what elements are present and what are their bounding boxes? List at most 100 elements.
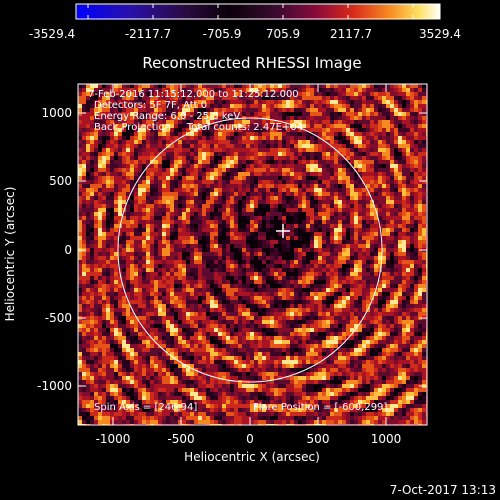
heatmap-cell	[418, 244, 422, 248]
heatmap-cell	[342, 256, 346, 260]
heatmap-cell	[206, 256, 210, 260]
heatmap-cell	[286, 240, 290, 244]
heatmap-cell	[198, 224, 202, 228]
heatmap-cell	[94, 232, 98, 236]
heatmap-cell	[374, 180, 378, 184]
heatmap-cell	[202, 288, 206, 292]
heatmap-cell	[362, 176, 366, 180]
heatmap-cell	[354, 176, 358, 180]
heatmap-cell	[374, 84, 378, 88]
heatmap-cell	[198, 168, 202, 172]
heatmap-cell	[242, 108, 246, 112]
heatmap-cell	[226, 172, 230, 176]
heatmap-cell	[266, 172, 270, 176]
heatmap-cell	[370, 228, 374, 232]
heatmap-cell	[378, 100, 382, 104]
heatmap-cell	[242, 252, 246, 256]
heatmap-cell	[398, 140, 402, 144]
heatmap-cell	[122, 220, 126, 224]
heatmap-cell	[382, 244, 386, 248]
heatmap-cell	[210, 92, 214, 96]
heatmap-cell	[322, 280, 326, 284]
heatmap-cell	[246, 100, 250, 104]
heatmap-cell	[142, 276, 146, 280]
heatmap-cell	[226, 88, 230, 92]
heatmap-cell	[406, 260, 410, 264]
heatmap-cell	[410, 268, 414, 272]
heatmap-cell	[294, 260, 298, 264]
heatmap-cell	[398, 248, 402, 252]
heatmap-cell	[134, 300, 138, 304]
heatmap-cell	[210, 264, 214, 268]
heatmap-cell	[154, 164, 158, 168]
heatmap-cell	[326, 104, 330, 108]
heatmap-cell	[122, 180, 126, 184]
heatmap-cell	[94, 144, 98, 148]
heatmap-cell	[246, 124, 250, 128]
heatmap-cell	[106, 136, 110, 140]
heatmap-cell	[338, 208, 342, 212]
heatmap-cell	[246, 272, 250, 276]
heatmap-cell	[130, 224, 134, 228]
heatmap-cell	[242, 164, 246, 168]
heatmap-cell	[158, 300, 162, 304]
heatmap-cell	[250, 184, 254, 188]
heatmap-cell	[402, 292, 406, 296]
heatmap-cell	[406, 176, 410, 180]
heatmap-cell	[310, 304, 314, 308]
heatmap-cell	[182, 260, 186, 264]
heatmap-cell	[338, 292, 342, 296]
heatmap-cell	[310, 172, 314, 176]
heatmap-cell	[90, 232, 94, 236]
heatmap-cell	[358, 284, 362, 288]
heatmap-cell	[146, 156, 150, 160]
heatmap-cell	[142, 288, 146, 292]
heatmap-cell	[322, 156, 326, 160]
heatmap-cell	[78, 108, 82, 112]
heatmap-cell	[238, 296, 242, 300]
heatmap-cell	[366, 116, 370, 120]
heatmap-cell	[210, 184, 214, 188]
heatmap-cell	[374, 184, 378, 188]
heatmap-cell	[138, 236, 142, 240]
heatmap-cell	[154, 300, 158, 304]
heatmap-cell	[178, 88, 182, 92]
heatmap-cell	[286, 88, 290, 92]
heatmap-cell	[246, 256, 250, 260]
heatmap-cell	[282, 284, 286, 288]
heatmap-cell	[266, 248, 270, 252]
heatmap-cell	[230, 180, 234, 184]
heatmap-cell	[254, 148, 258, 152]
heatmap-cell	[382, 296, 386, 300]
heatmap-cell	[418, 116, 422, 120]
heatmap-cell	[194, 216, 198, 220]
heatmap-cell	[118, 184, 122, 188]
heatmap-cell	[134, 308, 138, 312]
heatmap-cell	[290, 240, 294, 244]
heatmap-cell	[146, 304, 150, 308]
heatmap-cell	[210, 160, 214, 164]
heatmap-cell	[82, 188, 86, 192]
heatmap-cell	[126, 248, 130, 252]
heatmap-cell	[334, 104, 338, 108]
heatmap-cell	[422, 84, 426, 88]
heatmap-cell	[234, 184, 238, 188]
heatmap-cell	[394, 176, 398, 180]
heatmap-cell	[262, 156, 266, 160]
heatmap-cell	[78, 116, 82, 120]
heatmap-cell	[86, 260, 90, 264]
heatmap-cell	[418, 256, 422, 260]
heatmap-cell	[234, 224, 238, 228]
heatmap-cell	[238, 152, 242, 156]
heatmap-cell	[366, 172, 370, 176]
heatmap-cell	[338, 112, 342, 116]
heatmap-cell	[390, 116, 394, 120]
heatmap-cell	[226, 236, 230, 240]
heatmap-cell	[342, 236, 346, 240]
heatmap-cell	[142, 140, 146, 144]
heatmap-cell	[230, 240, 234, 244]
heatmap-cell	[290, 296, 294, 300]
heatmap-cell	[174, 216, 178, 220]
heatmap-cell	[98, 88, 102, 92]
heatmap-cell	[350, 248, 354, 252]
